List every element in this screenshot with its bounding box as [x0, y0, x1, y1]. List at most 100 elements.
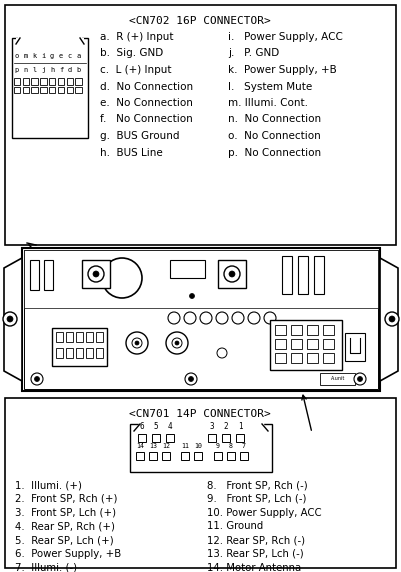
Text: 8.   Front SP, Rch (-): 8. Front SP, Rch (-): [207, 480, 307, 490]
Text: n.  No Connection: n. No Connection: [227, 114, 320, 125]
Text: d: d: [67, 67, 72, 73]
Bar: [44, 260, 53, 290]
Text: o: o: [15, 53, 19, 59]
Bar: [322, 339, 333, 349]
Circle shape: [132, 338, 142, 348]
Text: 1: 1: [237, 422, 242, 431]
Bar: [217, 260, 245, 288]
Bar: [16, 38, 84, 44]
Circle shape: [7, 316, 13, 322]
Text: A.unit: A.unit: [330, 376, 344, 382]
Circle shape: [31, 373, 43, 385]
Text: l: l: [32, 67, 36, 73]
Circle shape: [229, 271, 235, 277]
Bar: [306, 325, 317, 335]
Text: 7.  Illumi. (-): 7. Illumi. (-): [15, 563, 77, 572]
Bar: [82, 260, 110, 288]
Bar: [290, 325, 301, 335]
Text: 1.  Illumi. (+): 1. Illumi. (+): [15, 480, 82, 490]
Text: i: i: [41, 53, 45, 59]
Text: g.  BUS Ground: g. BUS Ground: [100, 131, 179, 141]
Text: 14. Motor Antenna: 14. Motor Antenna: [207, 563, 300, 572]
Circle shape: [223, 266, 239, 282]
Circle shape: [200, 312, 211, 324]
Bar: [149, 452, 157, 460]
Bar: [166, 434, 174, 442]
Circle shape: [135, 341, 139, 345]
Text: 3: 3: [209, 422, 214, 431]
Bar: [67, 78, 73, 85]
Bar: [306, 353, 317, 363]
Bar: [75, 86, 82, 93]
Text: 4.  Rear SP, Rch (+): 4. Rear SP, Rch (+): [15, 522, 115, 531]
Bar: [56, 348, 63, 358]
Text: 4: 4: [167, 422, 172, 431]
Text: h: h: [50, 67, 54, 73]
Bar: [322, 353, 333, 363]
Circle shape: [353, 373, 365, 385]
Text: 12: 12: [162, 443, 170, 449]
Bar: [290, 339, 301, 349]
Circle shape: [217, 348, 227, 358]
Bar: [344, 333, 364, 361]
Bar: [86, 332, 93, 342]
Circle shape: [174, 341, 178, 345]
Polygon shape: [379, 258, 397, 381]
Circle shape: [166, 332, 188, 354]
Text: j.   P. GND: j. P. GND: [227, 49, 279, 58]
Bar: [67, 86, 73, 93]
Bar: [40, 86, 47, 93]
Bar: [24, 250, 377, 389]
Circle shape: [184, 373, 196, 385]
Circle shape: [215, 312, 227, 324]
Text: 3.  Front SP, Lch (+): 3. Front SP, Lch (+): [15, 507, 116, 518]
Text: p.  No Connection: p. No Connection: [227, 148, 320, 157]
Bar: [130, 424, 271, 472]
Circle shape: [263, 312, 275, 324]
Text: 12. Rear SP, Rch (-): 12. Rear SP, Rch (-): [207, 535, 304, 545]
Text: k: k: [32, 53, 36, 59]
Bar: [75, 78, 82, 85]
Text: j: j: [41, 67, 45, 73]
Bar: [138, 434, 146, 442]
Bar: [31, 78, 38, 85]
Text: <CN701 14P CONNECTOR>: <CN701 14P CONNECTOR>: [129, 409, 270, 419]
Text: 2: 2: [223, 422, 228, 431]
Text: 6: 6: [139, 422, 144, 431]
Bar: [96, 348, 103, 358]
Text: 13: 13: [149, 443, 157, 449]
Bar: [274, 353, 285, 363]
Text: 13. Rear SP, Lch (-): 13. Rear SP, Lch (-): [207, 549, 303, 559]
Text: 11: 11: [181, 443, 189, 449]
Text: a: a: [76, 53, 81, 59]
Text: b.  Sig. GND: b. Sig. GND: [100, 49, 163, 58]
Bar: [5, 398, 395, 568]
Text: 6.  Power Supply, +B: 6. Power Supply, +B: [15, 549, 121, 559]
Bar: [76, 332, 83, 342]
Circle shape: [384, 312, 398, 326]
Bar: [136, 452, 144, 460]
Bar: [49, 86, 55, 93]
Text: 11. Ground: 11. Ground: [207, 522, 263, 531]
Bar: [52, 328, 107, 366]
Circle shape: [388, 316, 394, 322]
Text: i.   Power Supply, ACC: i. Power Supply, ACC: [227, 32, 342, 42]
Circle shape: [168, 312, 180, 324]
Bar: [170, 260, 205, 278]
Text: m. Illumi. Cont.: m. Illumi. Cont.: [227, 98, 307, 108]
Text: f: f: [59, 67, 63, 73]
Text: 9: 9: [215, 443, 219, 449]
Text: d.  No Connection: d. No Connection: [100, 81, 192, 92]
Bar: [274, 325, 285, 335]
Text: a.  R (+) Input: a. R (+) Input: [100, 32, 173, 42]
Bar: [96, 332, 103, 342]
Circle shape: [126, 332, 148, 354]
Bar: [319, 373, 354, 385]
Polygon shape: [4, 258, 22, 381]
Bar: [207, 434, 215, 442]
Bar: [221, 434, 229, 442]
Bar: [181, 452, 189, 460]
Text: o.  No Connection: o. No Connection: [227, 131, 320, 141]
Text: 5.  Rear SP, Lch (+): 5. Rear SP, Lch (+): [15, 535, 113, 545]
Circle shape: [184, 312, 196, 324]
